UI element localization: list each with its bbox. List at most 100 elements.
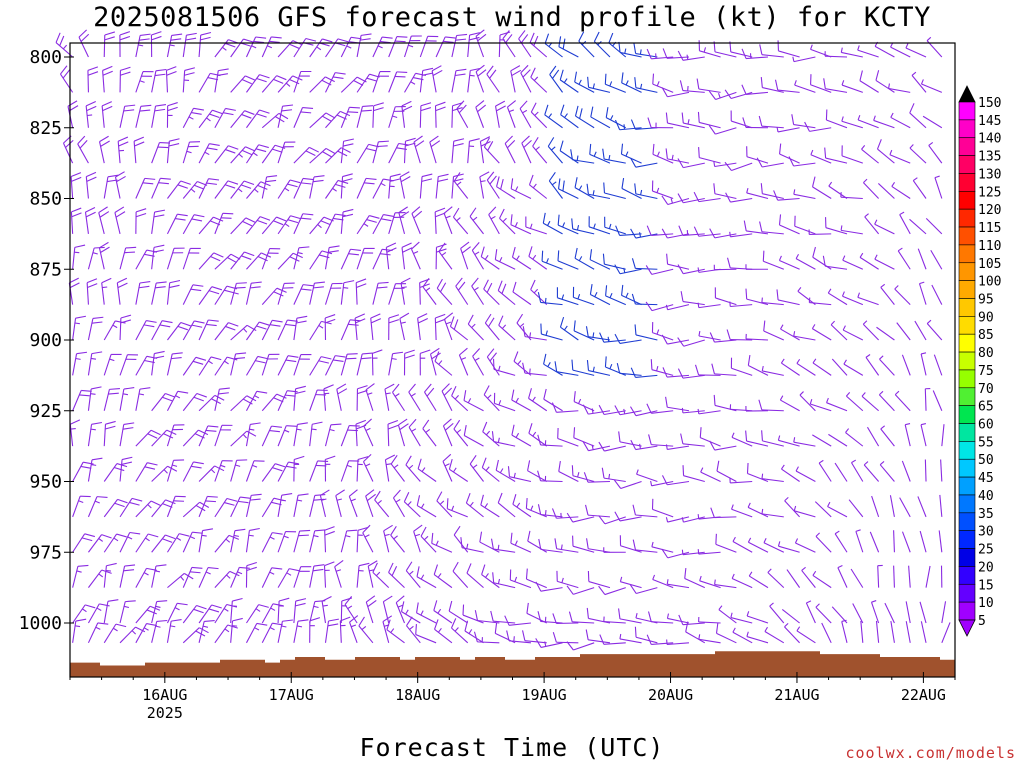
wind-barb: [619, 633, 642, 644]
wind-barb: [876, 326, 895, 341]
wind-barb-half-flag: [879, 355, 884, 360]
wind-barb: [354, 313, 366, 341]
wind-barb-flag: [91, 321, 103, 324]
wind-barb-flag: [387, 420, 399, 425]
wind-barb: [665, 396, 690, 412]
wind-barb: [151, 142, 171, 164]
wind-barb-half-flag: [243, 328, 248, 333]
wind-barb-flag: [487, 317, 495, 328]
wind-barb-half-flag: [252, 464, 258, 468]
wind-barb: [261, 144, 286, 164]
wind-barb: [277, 355, 299, 376]
wind-barb-staff: [939, 494, 943, 517]
wind-barb: [852, 603, 864, 624]
wind-barb-flag: [146, 623, 157, 627]
wind-barb-staff: [356, 565, 360, 588]
wind-barb-flag: [435, 318, 446, 324]
wind-barb: [151, 465, 178, 482]
wind-barb-half-flag: [747, 537, 752, 543]
wind-barb: [602, 148, 626, 164]
wind-barb-half-flag: [62, 44, 68, 50]
wind-barb-staff: [230, 353, 237, 376]
wind-barb: [522, 630, 547, 644]
wind-barb-flag: [241, 255, 252, 260]
wind-barb-flag: [402, 105, 413, 112]
wind-barb-half-flag: [516, 502, 521, 508]
wind-barb-flag: [589, 249, 593, 260]
wind-barb: [661, 334, 690, 345]
wind-barb-half-flag: [139, 80, 145, 83]
wind-barb-flag: [608, 32, 614, 44]
wind-barb-staff: [245, 36, 257, 58]
wind-barb-staff: [667, 91, 690, 98]
wind-barb: [537, 611, 563, 624]
wind-barb-half-flag: [469, 501, 474, 507]
wind-barb-half-flag: [452, 467, 457, 473]
wind-barb-staff: [714, 516, 737, 519]
wind-barb-half-flag: [778, 255, 782, 261]
wind-barb-flag: [146, 609, 157, 615]
wind-barb: [70, 172, 82, 199]
wind-barb: [522, 326, 547, 341]
wind-barb: [486, 65, 500, 93]
wind-barb-staff: [114, 176, 121, 199]
wind-barb-flag: [69, 282, 80, 289]
wind-barb-flag: [365, 147, 377, 152]
wind-barb: [70, 207, 82, 234]
wind-barb: [758, 115, 784, 129]
wind-barb: [401, 242, 413, 270]
colorbar-label: 115: [978, 221, 1001, 236]
wind-barb-staff: [899, 497, 911, 518]
wind-barb-staff: [182, 141, 191, 164]
wind-barb-staff: [746, 230, 769, 235]
wind-barb-flag: [235, 352, 247, 355]
wind-barb-staff: [857, 296, 879, 306]
wind-barb-staff: [532, 145, 548, 164]
wind-barb-flag: [169, 138, 180, 142]
wind-barb: [557, 178, 579, 199]
wind-barb-flag: [180, 321, 191, 327]
wind-barb-half-flag: [242, 434, 248, 439]
wind-barb-flag: [487, 141, 494, 151]
wind-barb: [214, 180, 239, 199]
wind-barb: [831, 358, 848, 376]
wind-barb-flag: [153, 244, 165, 248]
wind-barb-flag: [344, 596, 353, 605]
wind-barb: [435, 173, 449, 199]
wind-barb-flag: [325, 314, 336, 319]
wind-barb-staff: [135, 249, 148, 270]
wind-barb-staff: [621, 82, 642, 93]
wind-barb: [119, 456, 133, 482]
wind-barb-flag: [513, 351, 519, 362]
wind-barb-flag: [788, 156, 795, 167]
wind-barb: [715, 622, 737, 644]
wind-barb-flag: [559, 316, 565, 328]
wind-barb: [214, 624, 238, 644]
wind-barb-flag: [154, 108, 166, 112]
wind-barb-half-flag: [792, 56, 795, 62]
wind-barb-staff: [512, 503, 532, 518]
wind-barb-staff: [777, 127, 800, 133]
wind-barb: [277, 75, 303, 93]
wind-barb: [277, 104, 294, 128]
wind-barb: [62, 135, 74, 164]
wind-barb-flag: [512, 494, 517, 505]
wind-barb-staff: [837, 567, 848, 588]
wind-barb-half-flag: [801, 566, 806, 571]
wind-barb-staff: [72, 533, 86, 553]
colorbar-label: 65: [978, 400, 994, 415]
wind-barb-staff: [214, 425, 223, 447]
wind-barb-staff: [103, 320, 116, 341]
wind-barb-flag: [225, 325, 236, 331]
wind-barb-flag: [243, 38, 254, 43]
wind-barb-staff: [826, 402, 848, 412]
wind-barb-flag: [81, 389, 92, 392]
wind-barb: [724, 161, 753, 172]
wind-barb-staff: [763, 260, 784, 270]
wind-barb-staff: [135, 623, 148, 644]
wind-barb-flag: [139, 38, 150, 41]
credit-link[interactable]: coolwx.com/models: [845, 744, 1016, 762]
wind-barb-half-flag: [746, 631, 749, 637]
wind-barb: [678, 614, 705, 626]
wind-barb-flag: [726, 329, 731, 340]
